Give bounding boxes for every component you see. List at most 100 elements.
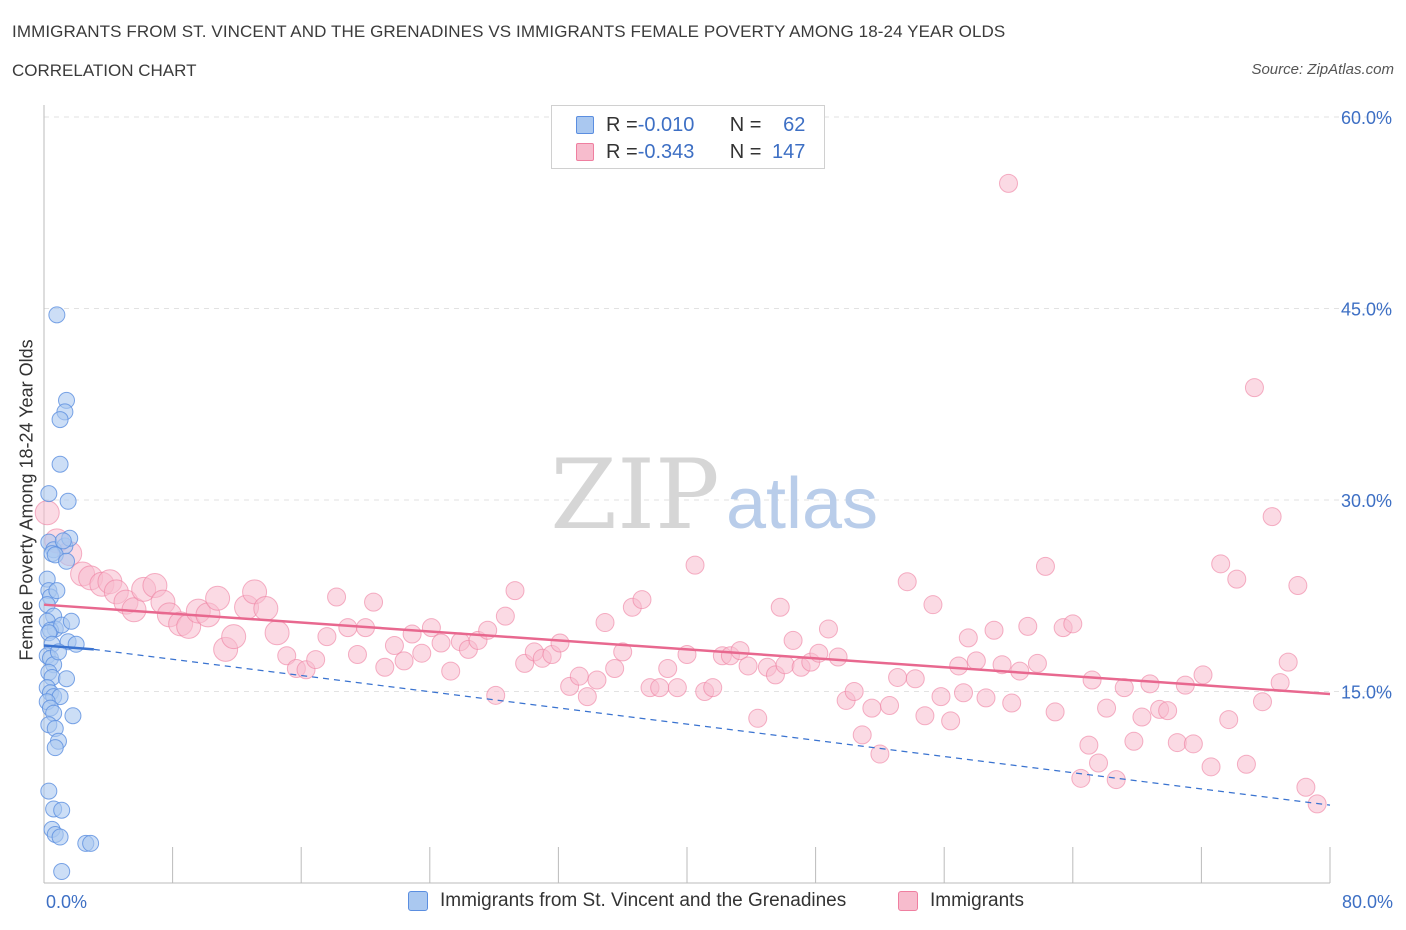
point-immigrants [658, 659, 678, 679]
point-immigrants [1124, 731, 1144, 751]
point-immigrants [364, 592, 384, 612]
chart-subtitle: CORRELATION CHART [12, 61, 197, 80]
chart-title: IMMIGRANTS FROM ST. VINCENT AND THE GREN… [12, 22, 1006, 41]
point-immigrants [486, 685, 506, 705]
point-immigrants [394, 651, 414, 671]
legend-r-label: R = [606, 140, 638, 163]
legend-label-svg: Immigrants from St. Vincent and the Gren… [440, 890, 847, 911]
point-immigrants [1252, 692, 1272, 712]
point-immigrants [412, 643, 432, 663]
point-immigrants [1219, 710, 1239, 730]
point-immigrants [880, 696, 900, 716]
point-immigrants [587, 670, 607, 690]
legend-item-immigrants[interactable]: Immigrants [898, 890, 1024, 912]
point-immigrants [347, 644, 367, 664]
y-axis-label: Female Poverty Among 18-24 Year Olds [16, 339, 37, 661]
point-immigrants [421, 618, 441, 638]
trend-line-immigrants [43, 603, 1331, 696]
point-immigrants [941, 711, 961, 731]
legend-r-value: -0.343 [637, 140, 695, 163]
source-credit: Source: ZipAtlas.com [1251, 61, 1394, 78]
point-immigrants [1140, 674, 1160, 694]
point-immigrants [738, 656, 758, 676]
legend-r-label: R = [606, 113, 638, 136]
y-tick-label: 45.0% [1341, 300, 1392, 320]
point-svg [51, 411, 69, 429]
trend-lines [43, 603, 1331, 806]
series-immigrants-points [34, 173, 1327, 814]
legend-r-value: -0.010 [637, 113, 695, 136]
x-tick-label: 80.0% [1342, 892, 1393, 912]
point-immigrants [384, 636, 404, 656]
point-immigrants [775, 655, 795, 675]
point-immigrants [1244, 378, 1264, 398]
point-immigrants [730, 641, 750, 661]
point-svg [58, 670, 76, 688]
y-tick-label: 60.0% [1341, 108, 1392, 128]
point-immigrants [505, 581, 525, 601]
point-immigrants [1079, 735, 1099, 755]
point-immigrants [976, 688, 996, 708]
legend-swatch-blue [408, 891, 428, 911]
point-immigrants [1227, 569, 1247, 589]
point-immigrants [613, 642, 633, 662]
point-immigrants [1132, 707, 1152, 727]
point-immigrants [605, 659, 625, 679]
point-immigrants [888, 667, 908, 687]
point-immigrants [1193, 665, 1213, 685]
point-immigrants [828, 647, 848, 667]
point-immigrants [1082, 670, 1102, 690]
point-immigrants [595, 613, 615, 633]
point-immigrants [650, 678, 670, 698]
point-immigrants [1035, 556, 1055, 576]
trend-line-svg [43, 644, 94, 651]
point-immigrants [1071, 768, 1091, 788]
point-svg [59, 492, 77, 510]
point-svg [53, 863, 71, 881]
point-svg [53, 801, 71, 819]
point-immigrants [431, 633, 451, 653]
point-immigrants [862, 698, 882, 718]
watermark-zip: ZIP [550, 439, 719, 551]
point-immigrants [1063, 614, 1083, 634]
point-immigrants [966, 651, 986, 671]
legend-swatch-pink [898, 891, 918, 911]
point-immigrants [205, 585, 231, 611]
point-immigrants [703, 678, 723, 698]
point-svg [46, 739, 64, 757]
legend-n-value: 62 [783, 113, 806, 136]
series-svg-points [38, 306, 100, 881]
point-immigrants [1288, 576, 1308, 596]
point-immigrants [1027, 653, 1047, 673]
point-immigrants [984, 620, 1004, 640]
legend-swatch-blue [576, 116, 594, 134]
point-immigrants [306, 650, 326, 670]
point-immigrants [1167, 733, 1187, 753]
point-immigrants [34, 500, 60, 526]
point-svg [67, 635, 85, 653]
axes [43, 105, 1331, 884]
point-immigrants [953, 683, 973, 703]
point-immigrants [818, 619, 838, 639]
point-immigrants [327, 587, 347, 607]
point-immigrants [770, 597, 790, 617]
legend-item-svg[interactable]: Immigrants from St. Vincent and the Gren… [408, 890, 846, 912]
point-immigrants [931, 687, 951, 707]
point-immigrants [685, 555, 705, 575]
tick-labels: 15.0% 30.0% 45.0% 60.0% 0.0% 80.0% [46, 108, 1393, 912]
point-svg [48, 582, 66, 600]
point-immigrants [577, 687, 597, 707]
point-svg [40, 485, 58, 503]
point-immigrants [253, 596, 279, 622]
legend-swatch-pink [576, 143, 594, 161]
point-immigrants [1270, 673, 1290, 693]
point-svg [58, 552, 76, 570]
point-immigrants [1089, 753, 1109, 773]
point-immigrants [1002, 693, 1022, 713]
point-immigrants [999, 173, 1018, 193]
point-svg [82, 834, 100, 852]
point-svg [51, 828, 69, 846]
watermark: ZIP atlas [550, 439, 878, 551]
point-immigrants [264, 620, 290, 646]
point-immigrants [632, 590, 652, 610]
